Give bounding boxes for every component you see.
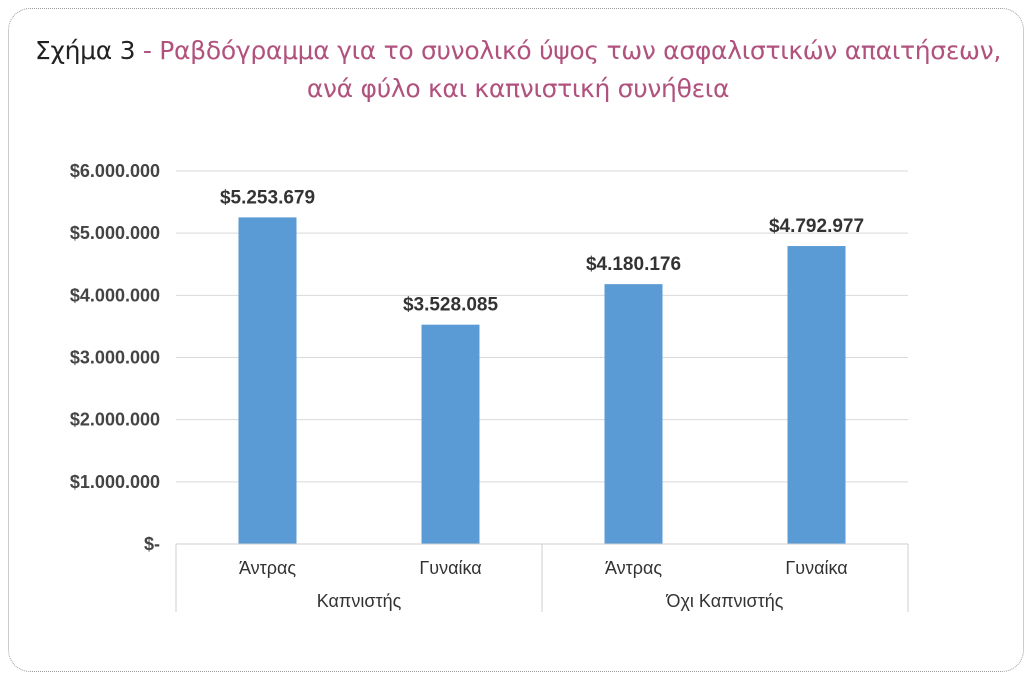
y-tick-label: $1.000.000 xyxy=(70,472,160,492)
x-category-label: Γυναίκα xyxy=(785,558,847,578)
title-separator: - xyxy=(135,36,160,65)
bar xyxy=(421,324,480,544)
title-line-1: Σχήμα 3 - Ραβδόγραμμα για το συνολικό ύψ… xyxy=(0,32,1036,70)
y-tick-label: $5.000.000 xyxy=(70,223,160,243)
data-label: $4.180.176 xyxy=(586,254,681,275)
y-tick-label: $- xyxy=(144,534,160,554)
bar xyxy=(787,246,846,544)
y-tick-label: $3.000.000 xyxy=(70,348,160,368)
y-tick-label: $4.000.000 xyxy=(70,285,160,305)
y-tick-label: $2.000.000 xyxy=(70,410,160,430)
bar xyxy=(238,217,297,544)
x-category-label: Άντρας xyxy=(605,558,662,578)
figure-number: Σχήμα 3 xyxy=(34,36,136,65)
x-category-label: Άντρας xyxy=(239,558,296,578)
x-group-label: Όχι Καπνιστής xyxy=(666,591,784,611)
data-label: $3.528.085 xyxy=(403,295,499,316)
data-label: $4.792.977 xyxy=(769,216,864,237)
x-category-label: Γυναίκα xyxy=(419,558,481,578)
title-text-line-1: Ραβδόγραμμα για το συνολικό ύψος των ασφ… xyxy=(159,36,1002,65)
chart-frame xyxy=(8,8,1024,672)
x-group-label: Καπνιστής xyxy=(317,591,402,611)
y-tick-label: $6.000.000 xyxy=(70,161,160,181)
bar xyxy=(604,284,663,544)
chart-title: Σχήμα 3 - Ραβδόγραμμα για το συνολικό ύψ… xyxy=(0,32,1036,108)
title-line-2: ανά φύλο και καπνιστική συνήθεια xyxy=(306,74,730,103)
data-label: $5.253.679 xyxy=(220,187,315,208)
